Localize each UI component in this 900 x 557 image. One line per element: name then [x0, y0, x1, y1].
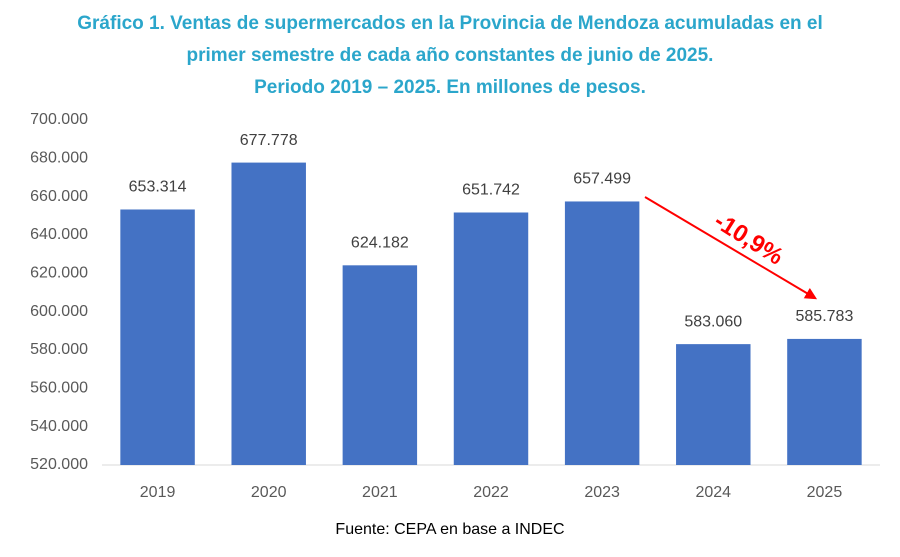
chart-title: Periodo 2019 – 2025. En millones de peso…: [254, 77, 646, 98]
value-label: 657.499: [573, 171, 631, 188]
bar: [453, 212, 529, 465]
y-tick-label: 660.000: [30, 188, 88, 205]
y-tick-label: 680.000: [30, 150, 88, 167]
y-tick-label: 640.000: [30, 226, 88, 243]
source: Fuente: CEPA en base a INDEC: [335, 521, 564, 538]
x-tick-label: 2020: [251, 484, 287, 501]
value-label: 585.783: [796, 308, 854, 325]
bar: [676, 344, 751, 465]
bar: [231, 162, 306, 465]
x-tick-label: 2019: [140, 484, 176, 501]
x-tick-label: 2023: [584, 484, 620, 501]
x-tick-label: 2022: [473, 484, 509, 501]
chart-title: Gráfico 1. Ventas de supermercados en la…: [77, 13, 823, 34]
y-tick-label: 700.000: [30, 111, 88, 128]
bar: [564, 201, 640, 465]
value-label: 677.778: [240, 132, 298, 149]
annotation: -10,9%: [709, 207, 788, 270]
y-tick-label: 600.000: [30, 303, 88, 320]
bar: [342, 265, 418, 465]
value-label: 624.182: [351, 235, 409, 252]
bar: [787, 338, 862, 465]
y-tick-label: 560.000: [30, 380, 88, 397]
x-tick-label: 2024: [695, 484, 731, 501]
y-tick-label: 580.000: [30, 341, 88, 358]
y-tick-label: 620.000: [30, 265, 88, 282]
y-tick-label: 540.000: [30, 418, 88, 435]
x-tick-label: 2025: [807, 484, 843, 501]
trend-arrow: [644, 196, 818, 300]
chart-title: primer semestre de cada año constantes d…: [187, 45, 714, 66]
bar: [120, 209, 195, 465]
y-tick-label: 520.000: [30, 456, 88, 473]
value-label: 583.060: [684, 313, 742, 330]
value-label: 651.742: [462, 182, 520, 199]
value-label: 653.314: [129, 179, 187, 196]
x-tick-label: 2021: [362, 484, 398, 501]
